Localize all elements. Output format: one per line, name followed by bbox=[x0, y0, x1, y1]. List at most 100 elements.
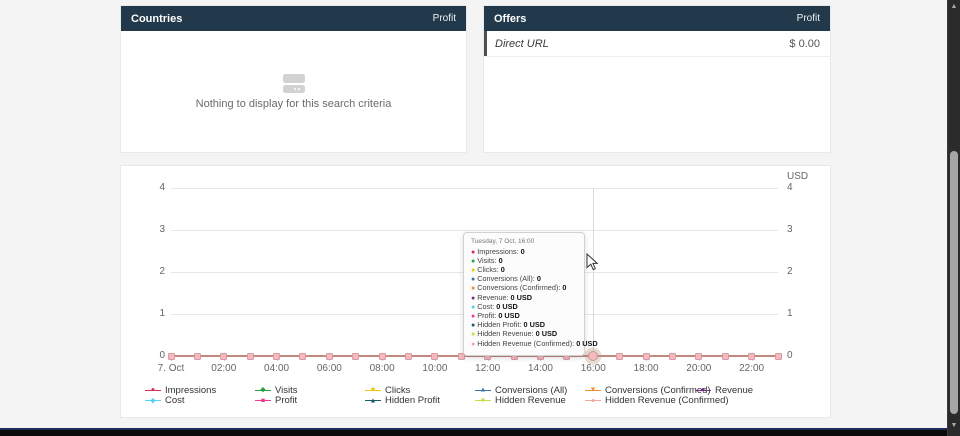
legend-item[interactable]: ● Revenue bbox=[695, 385, 805, 396]
tooltip-row: ● Clicks: 0 bbox=[471, 264, 577, 275]
data-point[interactable] bbox=[695, 352, 703, 360]
tooltip-row: ● Conversions (Confirmed): 0 bbox=[471, 284, 577, 293]
legend-marker-icon: ▼ bbox=[585, 386, 601, 395]
data-point[interactable] bbox=[220, 352, 228, 360]
offer-row[interactable]: Direct URL $ 0.00 bbox=[484, 31, 830, 57]
x-axis-label: 08:00 bbox=[369, 363, 395, 374]
x-axis-label: 20:00 bbox=[686, 363, 712, 374]
data-point[interactable] bbox=[299, 352, 307, 360]
countries-empty-state: Nothing to display for this search crite… bbox=[121, 31, 466, 152]
no-data-icon bbox=[282, 73, 305, 93]
tooltip-series-value: 0 USD bbox=[523, 320, 545, 330]
legend-item[interactable]: ▼ Conversions (Confirmed) bbox=[585, 385, 711, 396]
tooltip-row: ● Cost: 0 USD bbox=[471, 301, 577, 312]
offer-name: Direct URL bbox=[495, 37, 549, 50]
legend-marker-icon: ◆ bbox=[145, 396, 161, 405]
tooltip-row: ● Hidden Revenue: 0 USD bbox=[471, 330, 577, 339]
y-axis-label-left: 4 bbox=[159, 182, 165, 193]
tooltip-series-bullet: ● bbox=[471, 266, 476, 274]
tooltip-series-value: 0 bbox=[520, 246, 525, 256]
x-axis-label: 06:00 bbox=[316, 363, 342, 374]
legend-item[interactable]: ▲ Hidden Profit bbox=[365, 395, 475, 406]
tooltip-row: ● Revenue: 0 USD bbox=[471, 292, 577, 303]
data-point[interactable] bbox=[748, 352, 756, 360]
legend-item-label: Revenue bbox=[715, 384, 754, 396]
tooltip-series-value: 0 USD bbox=[498, 310, 520, 320]
tooltip-series-bullet: ● bbox=[471, 257, 476, 265]
tooltip-series-value: 0 bbox=[536, 274, 541, 284]
chart-legend: ● Impressions ◆ Visits ■ Clicks ▲ Conversions (… bbox=[145, 385, 805, 406]
legend-item-label: Hidden Revenue (Confirmed) bbox=[605, 395, 729, 407]
tooltip-row: ● Impressions: 0 bbox=[471, 246, 577, 257]
y-axis-label-left: 3 bbox=[159, 224, 165, 235]
legend-item[interactable]: ● Impressions bbox=[145, 385, 255, 396]
legend-item[interactable]: ■ Profit bbox=[255, 395, 365, 406]
legend-marker-icon: ■ bbox=[365, 386, 381, 395]
x-axis-label: 10:00 bbox=[422, 363, 448, 374]
data-point[interactable] bbox=[167, 352, 175, 360]
scroll-up-button[interactable]: ▲ bbox=[948, 0, 960, 13]
data-point[interactable] bbox=[668, 352, 676, 360]
scroll-up-icon: ▲ bbox=[950, 3, 958, 10]
data-point[interactable] bbox=[273, 352, 281, 360]
legend-item-label: Visits bbox=[275, 384, 298, 396]
tooltip-series-bullet: ● bbox=[471, 322, 476, 330]
bottom-black-bar bbox=[0, 430, 960, 436]
data-point[interactable] bbox=[642, 352, 650, 360]
countries-panel: Countries Profit Nothing to display for … bbox=[120, 5, 467, 153]
legend-item[interactable]: ◆ Cost bbox=[145, 395, 255, 406]
legend-item-label: Hidden Profit bbox=[385, 395, 440, 407]
tooltip-series-label: Cost: bbox=[477, 301, 497, 311]
legend-item[interactable]: ● Hidden Revenue (Confirmed) bbox=[585, 395, 729, 406]
data-point[interactable] bbox=[616, 352, 624, 360]
data-point[interactable] bbox=[431, 352, 439, 360]
data-point[interactable] bbox=[193, 352, 201, 360]
x-axis-label: 18:00 bbox=[633, 363, 659, 374]
empty-state-text: Nothing to display for this search crite… bbox=[195, 97, 392, 110]
data-point[interactable] bbox=[721, 352, 729, 360]
data-point[interactable] bbox=[325, 352, 333, 360]
x-axis-label: 02:00 bbox=[211, 363, 237, 374]
tooltip-series-value: 0 USD bbox=[576, 338, 598, 348]
tooltip-series-bullet: ● bbox=[471, 340, 476, 348]
bottom-accent-bar bbox=[0, 428, 960, 430]
tooltip-series-bullet: ● bbox=[471, 312, 476, 320]
scroll-down-button[interactable]: ▼ bbox=[948, 419, 960, 432]
data-point-hovered[interactable] bbox=[588, 350, 599, 361]
x-axis-label: 04:00 bbox=[264, 363, 290, 374]
legend-item[interactable]: ▼ Hidden Revenue bbox=[475, 395, 585, 406]
data-point[interactable] bbox=[457, 352, 465, 360]
data-point[interactable] bbox=[405, 352, 413, 360]
legend-item-label: Conversions (All) bbox=[495, 384, 568, 396]
tooltip-header: Tuesday, 7 Oct, 16:00 bbox=[471, 238, 535, 245]
tooltip-row: ● Visits: 0 bbox=[471, 255, 577, 266]
legend-marker-icon: ◆ bbox=[255, 386, 271, 395]
data-point[interactable] bbox=[774, 352, 782, 360]
scrollbar-thumb[interactable] bbox=[950, 151, 958, 414]
tooltip-series-label: Visits: bbox=[477, 255, 499, 265]
y-axis-label-left: 1 bbox=[159, 308, 165, 319]
offers-panel: Offers Profit Direct URL $ 0.00 bbox=[483, 5, 831, 153]
data-point[interactable] bbox=[246, 352, 254, 360]
tooltip-series-value: 0 USD bbox=[510, 292, 533, 302]
legend-item-label: Conversions (Confirmed) bbox=[605, 384, 711, 396]
tooltip-series-value: 0 bbox=[498, 255, 503, 265]
y-axis-label-left: 0 bbox=[159, 350, 165, 361]
tooltip-series-value: 0 bbox=[500, 264, 505, 274]
legend-marker-icon: ● bbox=[145, 386, 161, 395]
offers-panel-title: Offers bbox=[494, 12, 527, 25]
y-axis-label-right: 0 bbox=[787, 350, 793, 361]
legend-item-label: Profit bbox=[275, 395, 298, 407]
data-point[interactable] bbox=[352, 352, 360, 360]
data-point[interactable] bbox=[378, 352, 386, 360]
legend-item[interactable]: ◆ Visits bbox=[255, 385, 365, 396]
gridline bbox=[171, 188, 778, 189]
x-axis-label: 12:00 bbox=[475, 363, 501, 374]
scrollbar[interactable]: ▲ ▼ bbox=[947, 0, 960, 436]
legend-item[interactable]: ■ Clicks bbox=[365, 385, 475, 396]
legend-marker-icon: ■ bbox=[255, 396, 271, 405]
countries-metric-header: Profit bbox=[432, 13, 456, 24]
tooltip-series-label: Conversions (All): bbox=[477, 274, 537, 284]
legend-item[interactable]: ▲ Conversions (All) bbox=[475, 385, 585, 396]
